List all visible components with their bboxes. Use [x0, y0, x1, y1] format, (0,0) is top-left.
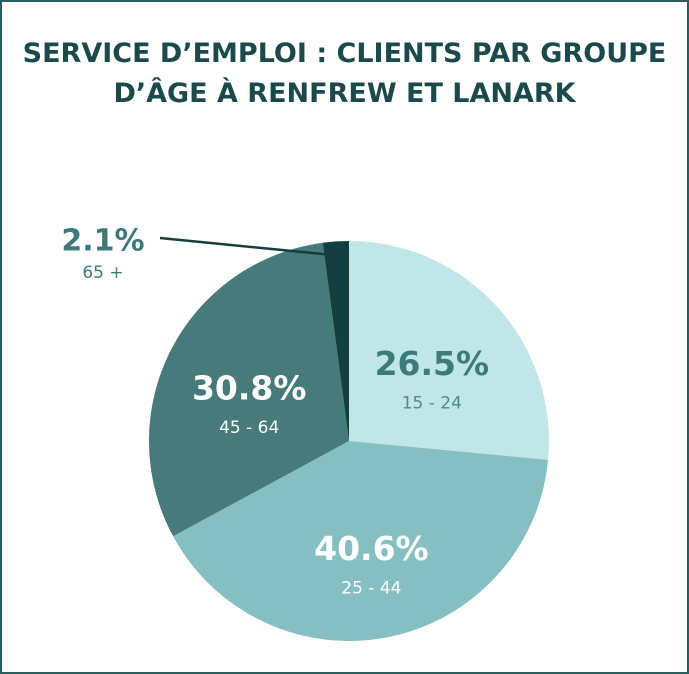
category-label: 25 - 44	[341, 579, 401, 599]
value-label: 40.6%	[314, 529, 429, 568]
value-label: 30.8%	[192, 369, 307, 408]
leader-line	[159, 236, 337, 257]
pie-slice	[149, 242, 349, 537]
category-label: 45 - 64	[219, 418, 279, 438]
value-label: 26.5%	[375, 344, 490, 383]
pie-slice	[173, 441, 549, 641]
pie-slice	[349, 241, 549, 460]
value-label: 2.1%	[61, 224, 144, 259]
category-label: 15 - 24	[402, 394, 462, 414]
chart-title: SERVICE D’EMPLOI : CLIENTS PAR GROUPE D’…	[22, 38, 667, 109]
pie-slice	[322, 241, 349, 441]
category-label: 65 +	[82, 263, 123, 283]
